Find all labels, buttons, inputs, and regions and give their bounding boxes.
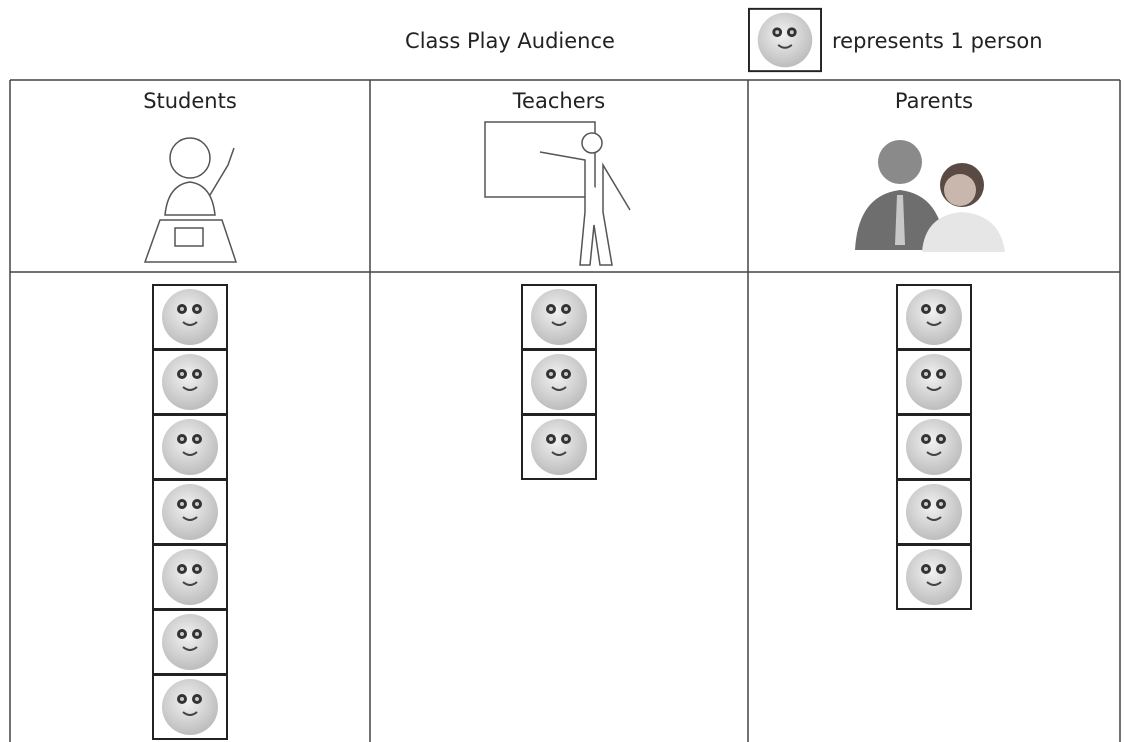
picture-icon xyxy=(152,544,228,610)
picture-icon xyxy=(521,284,597,350)
teacher-illustration xyxy=(484,121,631,266)
table-grid xyxy=(9,79,1121,742)
category-label: Teachers xyxy=(512,89,605,113)
picture-icon xyxy=(896,284,972,350)
picture-icon xyxy=(152,349,228,415)
picture-icon xyxy=(521,349,597,415)
category-label: Parents xyxy=(895,89,973,113)
picture-icon xyxy=(152,479,228,545)
student-illustration xyxy=(143,137,238,263)
key-icon xyxy=(748,7,822,73)
picture-icon xyxy=(152,284,228,350)
category-label: Students xyxy=(143,89,237,113)
picture-icon xyxy=(152,674,228,740)
key-label: represents 1 person xyxy=(832,29,1043,53)
picture-icon xyxy=(152,609,228,675)
parents-illustration xyxy=(855,140,1005,252)
picture-icon xyxy=(896,349,972,415)
picture-icon xyxy=(896,414,972,480)
picture-icon xyxy=(521,414,597,480)
picture-icon xyxy=(896,544,972,610)
picture-icon xyxy=(152,414,228,480)
picture-icon xyxy=(896,479,972,545)
chart-title: Class Play Audience xyxy=(405,29,615,53)
